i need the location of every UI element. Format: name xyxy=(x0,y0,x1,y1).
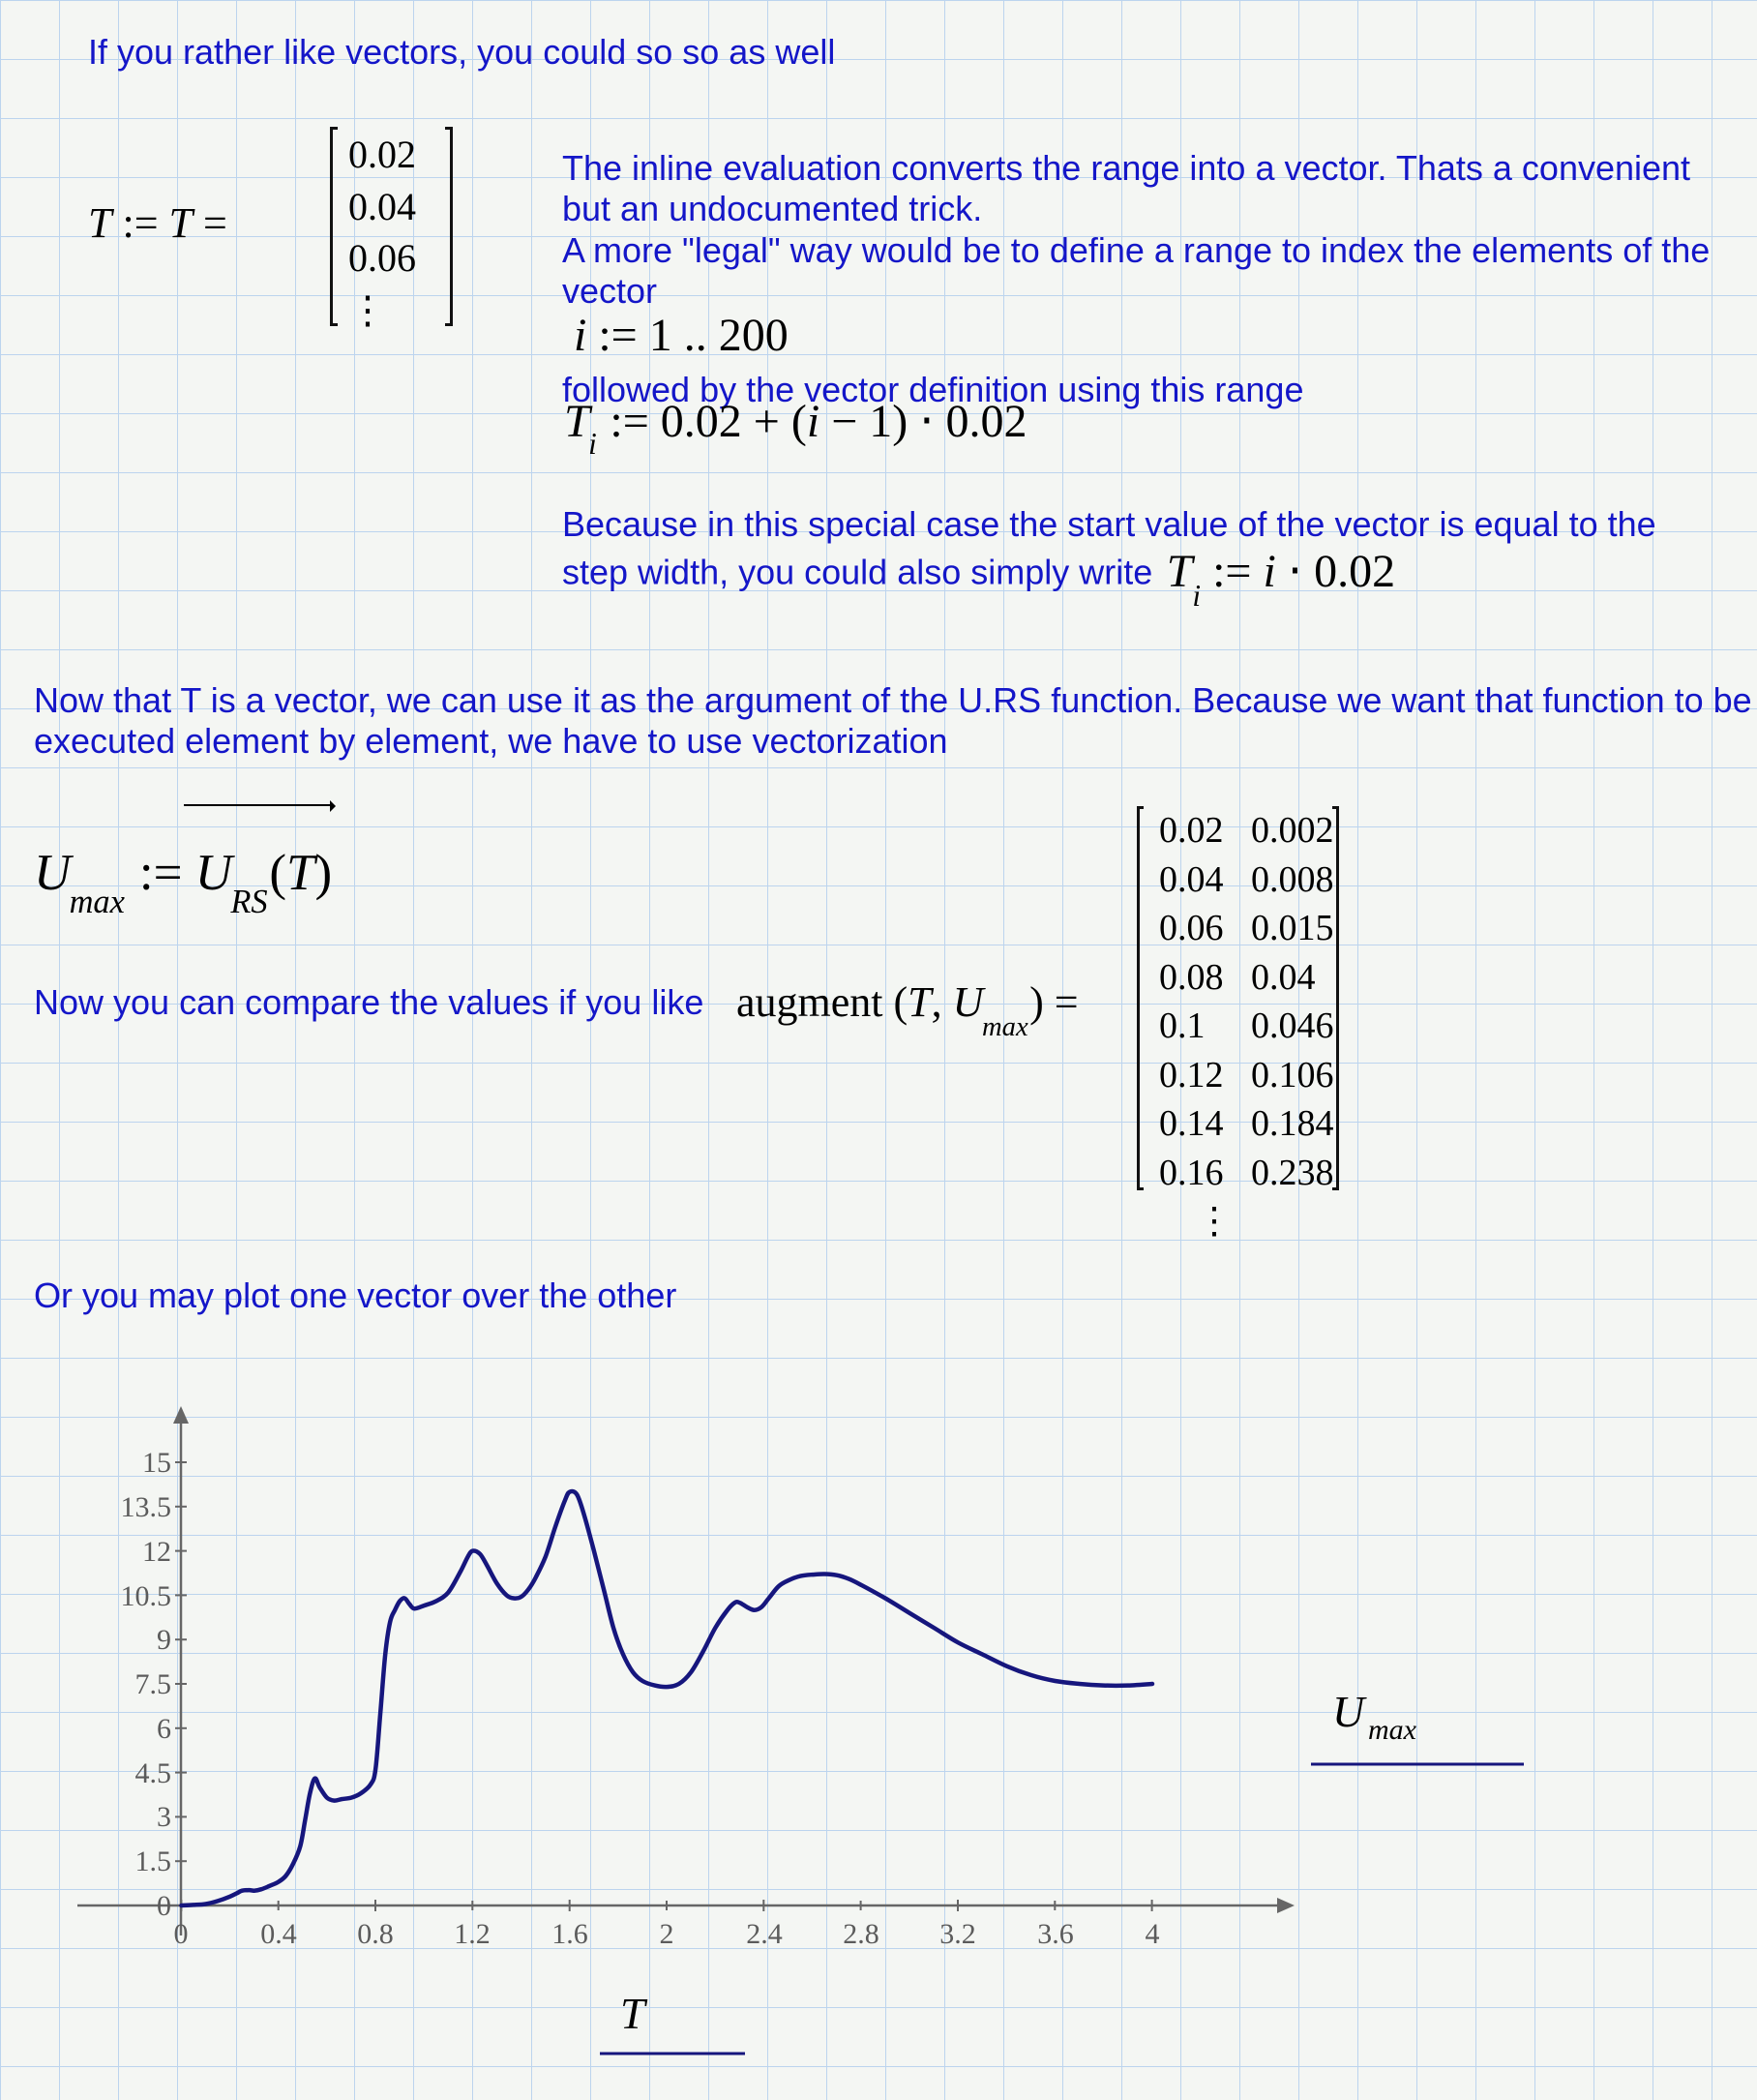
svg-text:6: 6 xyxy=(157,1713,171,1745)
svg-text:9: 9 xyxy=(157,1624,171,1656)
svg-text:1.5: 1.5 xyxy=(135,1845,172,1877)
svg-text:2.8: 2.8 xyxy=(843,1918,879,1950)
svg-text:12: 12 xyxy=(142,1536,171,1568)
svg-text:3: 3 xyxy=(157,1801,171,1833)
svg-text:4.5: 4.5 xyxy=(135,1757,172,1789)
svg-text:13.5: 13.5 xyxy=(121,1491,172,1523)
svg-text:0.4: 0.4 xyxy=(260,1918,297,1950)
svg-text:3.2: 3.2 xyxy=(939,1918,976,1950)
svg-text:1.6: 1.6 xyxy=(551,1918,588,1950)
svg-text:T: T xyxy=(620,1989,648,2038)
svg-text:0: 0 xyxy=(174,1918,189,1950)
svg-text:2.4: 2.4 xyxy=(746,1918,783,1950)
svg-text:3.6: 3.6 xyxy=(1037,1918,1074,1950)
svg-text:0: 0 xyxy=(157,1890,171,1922)
svg-text:7.5: 7.5 xyxy=(135,1668,172,1700)
svg-text:4: 4 xyxy=(1146,1918,1160,1950)
svg-text:2: 2 xyxy=(660,1918,674,1950)
svg-text:1.2: 1.2 xyxy=(454,1918,491,1950)
svg-text:max: max xyxy=(1368,1714,1417,1746)
svg-text:10.5: 10.5 xyxy=(121,1580,172,1612)
svg-text:0.8: 0.8 xyxy=(357,1918,394,1950)
svg-text:U: U xyxy=(1332,1687,1367,1736)
svg-text:15: 15 xyxy=(142,1447,171,1479)
